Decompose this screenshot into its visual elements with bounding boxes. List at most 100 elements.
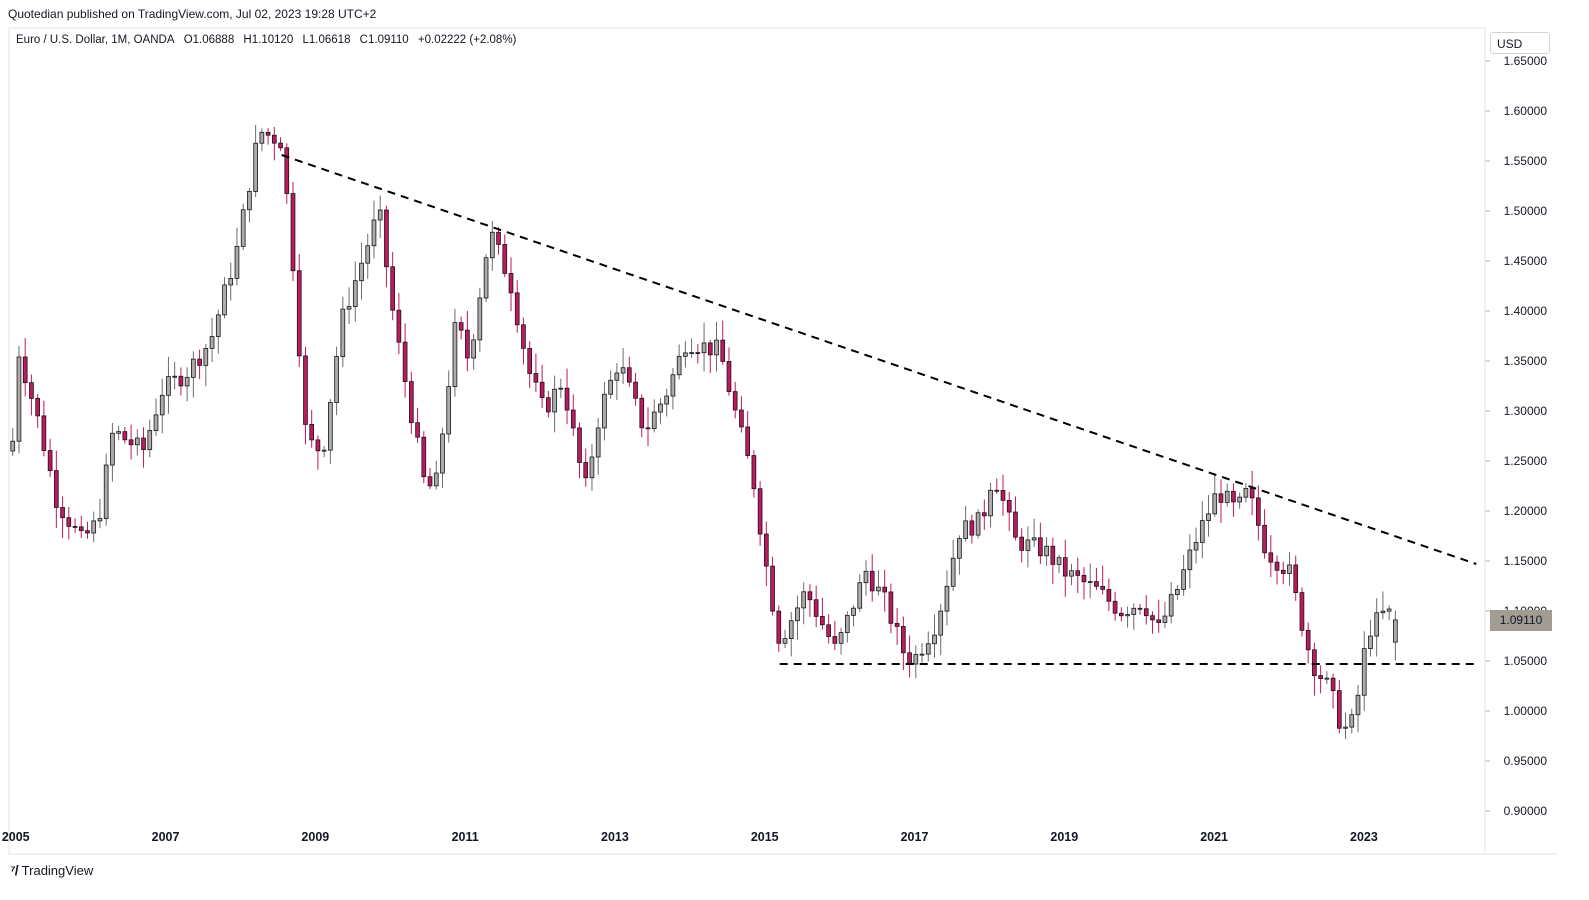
y-tick-label: 1.25000	[1504, 454, 1548, 468]
candle-body	[1119, 612, 1124, 617]
candle-body	[676, 355, 682, 376]
candle-body	[483, 257, 489, 299]
candle-body	[1069, 570, 1074, 577]
candle-body	[514, 292, 520, 326]
candle-body	[988, 489, 993, 517]
candle-body	[166, 376, 171, 396]
x-tick-label: 2017	[901, 830, 929, 844]
candle-body	[1336, 690, 1342, 729]
candle-body	[726, 361, 732, 392]
candle-body	[745, 426, 750, 456]
candle-body	[1050, 545, 1056, 565]
candle-body	[1006, 499, 1012, 513]
candle-body	[602, 393, 607, 429]
candle-body	[1187, 549, 1193, 571]
candle-body	[352, 280, 358, 307]
candle-body	[153, 414, 159, 431]
candle-body	[639, 397, 645, 429]
candle-body	[932, 634, 937, 645]
candle-body	[720, 339, 726, 362]
candle-body	[1249, 488, 1255, 499]
candle-body	[309, 424, 315, 441]
candle-body	[253, 142, 258, 192]
candle-body	[894, 622, 900, 627]
candle-body	[502, 244, 508, 274]
candle-body	[1262, 524, 1267, 554]
x-tick-label: 2005	[2, 830, 30, 844]
candle-body	[1324, 677, 1330, 680]
candle-body	[215, 314, 221, 337]
candle-body	[770, 565, 775, 612]
time-axis[interactable]: 2005 2007 2009 2011 2013 2015 2017 2019 2021 2023	[2, 830, 1378, 844]
candle-body	[595, 427, 601, 458]
candle-body	[1094, 581, 1099, 587]
candle-body	[278, 142, 283, 149]
candle-body	[159, 394, 165, 416]
candle-body	[377, 209, 383, 221]
candle-body	[851, 607, 856, 616]
candle-body	[1168, 594, 1174, 617]
y-tick-label: 1.35000	[1504, 354, 1548, 368]
candle-body	[496, 231, 501, 245]
candle-body	[658, 403, 663, 413]
candle-body	[259, 131, 265, 144]
candle-body	[47, 450, 53, 472]
tradingview-logo[interactable]: ⁷/ TradingView	[10, 862, 93, 878]
candle-body	[1056, 557, 1062, 565]
candle-body	[365, 245, 371, 264]
candle-body	[751, 455, 757, 490]
candle-body	[683, 352, 688, 357]
candle-body	[35, 398, 40, 417]
candle-body	[1150, 615, 1155, 621]
resistance-trendline[interactable]	[281, 154, 1477, 565]
candle-body	[583, 462, 589, 479]
candle-body	[757, 488, 763, 535]
candle-body	[1162, 615, 1168, 623]
candle-body	[1100, 585, 1105, 590]
candle-body	[664, 395, 670, 405]
candle-body	[633, 381, 638, 399]
candle-body	[1206, 513, 1211, 521]
candle-body	[1013, 511, 1018, 538]
candle-body	[714, 339, 719, 356]
candle-body	[371, 219, 377, 247]
candle-body	[1231, 490, 1236, 503]
currency-selector[interactable]: USD	[1490, 32, 1550, 54]
symbol-name[interactable]: Euro / U.S. Dollar, 1M, OANDA	[16, 34, 175, 46]
price-axis[interactable]: 1.65000 1.60000 1.55000 1.50000 1.45000 1.400…	[1485, 54, 1547, 818]
candle-body	[1268, 552, 1274, 563]
candle-body	[41, 415, 47, 451]
candle-body	[888, 591, 894, 624]
x-tick-label: 2021	[1200, 830, 1228, 844]
candle-body	[670, 374, 676, 397]
candle-body	[739, 409, 744, 428]
candle-body	[240, 209, 246, 247]
candle-body	[271, 134, 277, 144]
y-tick-label: 1.50000	[1504, 204, 1548, 218]
candle-body	[1243, 488, 1249, 498]
candle-body	[85, 530, 90, 534]
candle-body	[1075, 570, 1081, 576]
y-tick-label: 1.45000	[1504, 254, 1548, 268]
candle-body	[1062, 557, 1068, 577]
candle-body	[527, 347, 533, 374]
candle-body	[1044, 545, 1049, 557]
candle-body	[1087, 581, 1093, 583]
candle-body	[402, 341, 408, 382]
candle-body	[907, 652, 912, 665]
candle-body	[925, 643, 931, 655]
candle-body	[975, 512, 981, 536]
candle-body	[1355, 694, 1361, 716]
candle-body	[546, 397, 551, 413]
candle-body	[558, 387, 564, 390]
candle-body	[969, 520, 975, 536]
candle-body	[321, 449, 327, 452]
y-tick-label: 0.95000	[1504, 754, 1548, 768]
candle-body	[197, 358, 202, 366]
candle-body	[608, 379, 613, 395]
candle-body	[732, 391, 738, 411]
candle-body	[1293, 564, 1299, 593]
candle-body	[620, 367, 626, 374]
